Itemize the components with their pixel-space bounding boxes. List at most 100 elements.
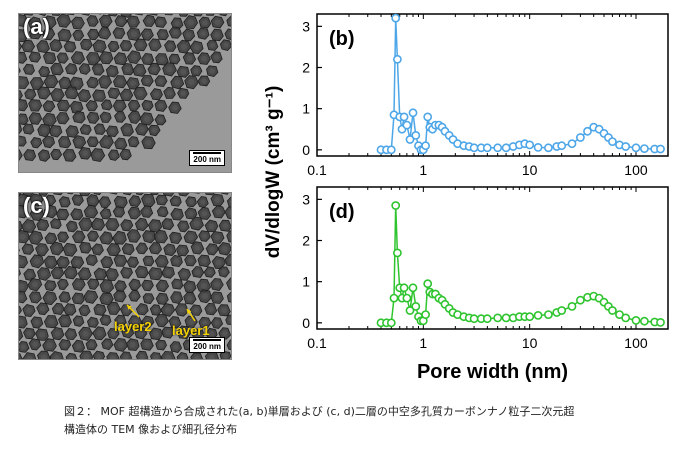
nanoparticle-core (201, 55, 207, 62)
nanoparticle-core (157, 19, 164, 25)
nanoparticle-core (194, 245, 201, 251)
nanoparticle (19, 149, 23, 162)
nanoparticle (38, 14, 47, 17)
nanoparticle-core (144, 341, 150, 348)
nanoparticle-core (129, 341, 136, 348)
nanoparticle (226, 291, 231, 303)
scale-bar-c: 200 nm (189, 337, 225, 353)
nanoparticle-core (124, 222, 130, 228)
nanoparticle-core (180, 90, 186, 96)
tem-image-a: (a) 200 nm (18, 13, 232, 173)
nanoparticle-core (117, 78, 124, 85)
nanoparticle (178, 14, 189, 17)
nanoparticle-core (67, 306, 73, 313)
nanoparticle-core (139, 354, 145, 359)
nanoparticle-core (228, 31, 231, 37)
nanoparticle-core (66, 152, 73, 159)
nanoparticle (148, 14, 158, 16)
nanoparticle-core (201, 233, 208, 239)
nanoparticle-core (200, 282, 207, 289)
series-line (381, 205, 661, 324)
nanoparticle-core (208, 354, 215, 359)
nanoparticle-core (83, 41, 90, 48)
nanoparticle-core (207, 269, 213, 275)
nanoparticle-core (109, 221, 116, 228)
nanoparticle (226, 196, 231, 208)
nanoparticle-core (151, 127, 157, 133)
nanoparticle-core (19, 197, 26, 204)
nanoparticle-core (117, 114, 123, 120)
nanoparticle-core (187, 257, 194, 264)
nanoparticle-core (152, 42, 158, 48)
nanoparticle-core (215, 209, 222, 215)
data-point (493, 313, 503, 323)
nanoparticle-core (160, 209, 166, 215)
nanoparticle-core (83, 353, 90, 359)
x-tick-label: 10 (522, 162, 538, 178)
data-point (386, 145, 396, 155)
nanoparticle-core (208, 331, 215, 337)
nanoparticle-core (130, 80, 136, 87)
nanoparticle-core (152, 270, 159, 277)
nanoparticle-core (158, 342, 164, 348)
nanoparticle-core (20, 116, 26, 122)
nanoparticle-core (132, 318, 139, 325)
nanoparticle-core (103, 139, 110, 146)
nanoparticle-core (62, 199, 68, 205)
nanoparticle-core (95, 66, 101, 73)
nanoparticle-core (139, 126, 145, 133)
nanoparticle-core (201, 293, 208, 300)
nanoparticle-core (144, 282, 151, 288)
nanoparticle-core (73, 104, 80, 111)
nanoparticle-core (137, 90, 144, 97)
nanoparticle-core (131, 54, 138, 61)
nanoparticle (205, 14, 215, 16)
nanoparticle-core (153, 355, 159, 359)
nanoparticle-core (118, 18, 124, 24)
nanoparticle (19, 268, 21, 277)
x-tick-label: 0.1 (307, 335, 327, 351)
nanoparticle-core (90, 80, 96, 86)
nanoparticle-core (111, 90, 117, 96)
nanoparticle-core (61, 32, 68, 39)
nanoparticle-core (102, 114, 109, 120)
nanoparticle-core (165, 329, 171, 336)
data-point (575, 133, 585, 142)
tem-image-c: (c) layer2 layer1 200 nm (18, 192, 232, 360)
nanoparticle-core (158, 78, 164, 85)
y-tick-label: 0 (302, 142, 310, 158)
nanoparticle-core (188, 79, 195, 86)
data-point (411, 130, 421, 140)
nanoparticle-core (173, 258, 180, 264)
nanoparticle-core (67, 43, 73, 50)
nanoparticle-core (230, 281, 231, 287)
nanoparticle-core (83, 127, 89, 133)
nanoparticle-core (74, 259, 81, 266)
nanoparticle-core (32, 281, 38, 288)
series-line (381, 18, 661, 151)
nanoparticle-core (75, 295, 82, 302)
nanoparticle-core (104, 102, 110, 108)
nanoparticle-core (69, 356, 74, 359)
nanoparticle-core (188, 199, 194, 205)
nanoparticle-core (75, 54, 81, 61)
nanoparticle-core (76, 318, 82, 324)
nanoparticle-core (46, 116, 53, 123)
nanoparticle-core (60, 115, 66, 121)
data-point (621, 142, 631, 151)
nanoparticle-core (67, 269, 74, 276)
nanoparticle-core (103, 317, 109, 323)
nanoparticle-core (46, 342, 53, 349)
nanoparticle-core (68, 331, 74, 337)
nanoparticle-core (111, 43, 117, 49)
nanoparticle-core (96, 92, 103, 99)
nanoparticle-core (117, 318, 124, 324)
nanoparticle-core (194, 355, 200, 359)
nanoparticle (205, 193, 215, 196)
data-point (631, 315, 641, 325)
nanoparticle-core (131, 102, 137, 109)
nanoparticle-core (102, 18, 109, 24)
data-point (482, 314, 492, 324)
nanoparticle-core (47, 283, 53, 289)
nanoparticle-core (97, 271, 104, 278)
